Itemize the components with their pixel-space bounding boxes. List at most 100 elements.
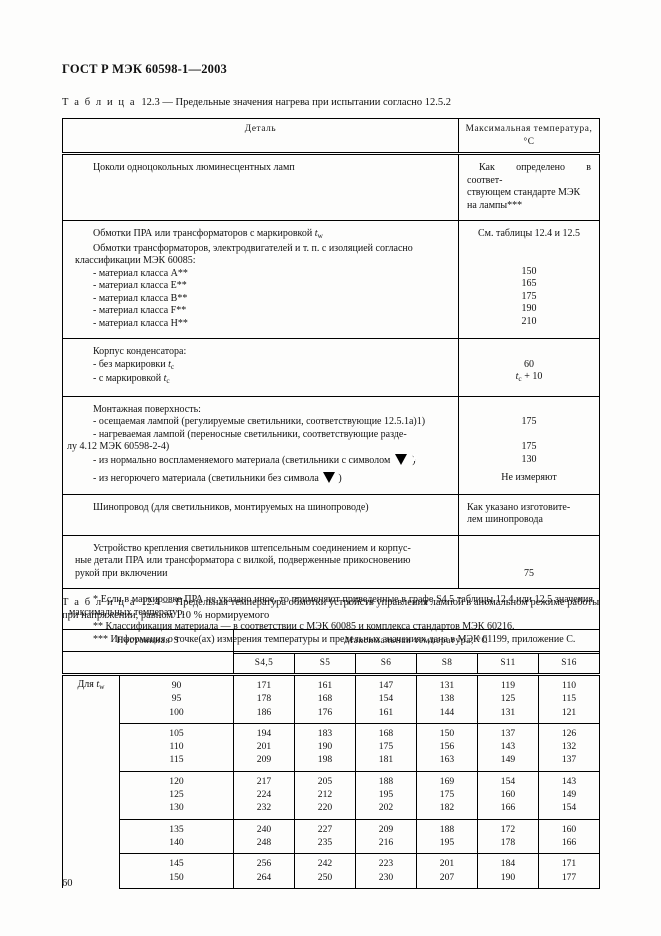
cell-data: 169 175 182 <box>416 770 478 820</box>
table-row: Монтажная поверхность: - осещаемая лампо… <box>62 395 600 495</box>
cell-value: См. таблицы 12.4 и 12.5 150 165 175 190 … <box>458 220 600 339</box>
value-line: 60 <box>524 358 534 370</box>
header-cell-s8: S8 <box>416 652 478 675</box>
header-cell-max-temp: Максимальная температура, °С <box>458 118 600 154</box>
table-row: Шинопровод (для светильников, монтируемы… <box>62 493 600 536</box>
caption-text: — Предельные значения нагрева при испыта… <box>162 97 451 108</box>
caption-text: — Предельная температура обмотки устройс… <box>62 597 600 621</box>
table-row: 105 110 115 194 201 209 183 190 198 168 … <box>63 722 601 772</box>
note-2: ** Классификация материала — в соответст… <box>93 620 515 632</box>
cell-data: 154 160 166 <box>477 770 539 820</box>
table-12-4: Постоянная S Максимальная температура, °… <box>62 629 601 889</box>
header-cell-detail: Деталь <box>62 118 459 154</box>
cell-detail: Устройство крепления светильников штепсе… <box>62 534 459 589</box>
cell-data: 126 132 137 <box>537 722 601 772</box>
detail-line: - нагреваемая лампой (переносные светиль… <box>93 428 407 440</box>
header-cell-s11: S11 <box>477 652 539 675</box>
detail-line: Шинопровод (для светильников, монтируемы… <box>93 501 369 513</box>
value-line: 210 <box>521 315 537 327</box>
value-line: 175 <box>521 441 537 452</box>
value-line: Не измеряют <box>501 472 557 483</box>
caption-number: 12.4 <box>141 597 160 608</box>
detail-line: Монтажная поверхность: <box>93 403 201 415</box>
cell-data: 188 195 202 <box>355 770 417 820</box>
header-cell-s6: S6 <box>355 652 417 675</box>
table-row: Корпус конденсатора: - без маркировки tc… <box>62 338 600 397</box>
detail-line: - материал класса В** <box>93 292 188 304</box>
detail-line: - материал класса А** <box>93 267 188 279</box>
cell-data: 172 178 <box>477 818 539 855</box>
cell-data: 201 207 <box>416 853 478 889</box>
detail-line: - с маркировкой tc <box>93 373 170 385</box>
cell-data: 256 264 <box>233 853 295 889</box>
table-row: Устройство крепления светильников штепсе… <box>62 534 600 589</box>
header-cell-constant-s: Постоянная S <box>62 629 234 675</box>
cell-data: 131 138 144 <box>416 673 478 724</box>
detail-line: Корпус конденсатора: <box>93 346 187 357</box>
detail-line: Цоколи одноцокольных люминесцентных ламп <box>93 162 295 173</box>
value-line: 190 <box>521 303 537 314</box>
value-line: Как указано изготовите- <box>467 501 571 513</box>
caption-number: 12.3 <box>141 97 160 108</box>
cell-data: 223 230 <box>355 853 417 889</box>
cell-data: 209 216 <box>355 818 417 855</box>
value-line: Как определено в соответ- <box>467 162 591 186</box>
detail-line: Обмотки трансформаторов, электродвигател… <box>93 242 413 254</box>
cell-value: 75 <box>458 534 600 589</box>
cell-data: 227 235 <box>294 818 356 855</box>
cell-data: 184 190 <box>477 853 539 889</box>
cell-data: 188 195 <box>416 818 478 855</box>
table-row: Цоколи одноцокольных люминесцентных ламп… <box>62 152 600 221</box>
table-row: 135 140 240 248 227 235 209 216 188 19 <box>63 818 601 855</box>
cell-data: 168 175 181 <box>355 722 417 772</box>
table-row: 145 150 256 264 242 250 223 230 201 20 <box>63 853 601 889</box>
value-line: 150 <box>521 265 537 277</box>
detail-line: ные детали ПРА или трансформатора с вилк… <box>75 555 411 566</box>
cell-value: Как указано изготовите- лем шинопровода <box>458 493 600 536</box>
cell-data: 183 190 198 <box>294 722 356 772</box>
cell-data: 171 177 <box>537 853 601 889</box>
value-line: 175 <box>521 290 537 302</box>
header-cell-s5: S5 <box>294 652 356 675</box>
cell-data: 205 212 220 <box>294 770 356 820</box>
note-1: * Если в маркировке ПРА не указано иное,… <box>69 594 593 619</box>
row-label-dlya-tw: Для tw <box>62 673 120 889</box>
table-row: 120 125 130 217 224 232 205 212 220 188 … <box>63 770 601 820</box>
value-line: 130 <box>521 453 537 465</box>
cell-s-values: 120 125 130 <box>119 770 234 820</box>
value-line: См. таблицы 12.4 и 12.5 <box>477 228 581 239</box>
cell-value: Как определено в соответ- ствующем станд… <box>458 152 600 221</box>
detail-line: классификации МЭК 60085: <box>75 255 196 266</box>
value-line: ствующем стандарте МЭК <box>467 187 581 198</box>
standard-header: ГОСТ Р МЭК 60598-1—2003 <box>62 62 227 76</box>
cell-data: 161 168 176 <box>294 673 356 724</box>
value-line: на лампы*** <box>467 199 523 211</box>
cell-s-values: 105 110 115 <box>119 722 234 772</box>
cell-s-values: 145 150 <box>119 853 234 889</box>
value-line: 165 <box>521 278 537 289</box>
detail-line: - из негорючего материала (светильники б… <box>93 471 347 485</box>
table-header-row: Деталь Максимальная температура, °С <box>62 118 600 154</box>
table-12-3-caption: Т а б л и ц а 12.3 — Предельные значения… <box>62 96 600 109</box>
caption-prefix: Т а б л и ц а <box>62 97 137 108</box>
value-line: 75 <box>524 567 534 579</box>
caption-prefix: Т а б л и ц а <box>62 597 137 608</box>
cell-data: 110 115 121 <box>537 673 601 724</box>
header-cell-s16: S16 <box>537 652 601 675</box>
cell-detail: Шинопровод (для светильников, монтируемы… <box>62 493 459 536</box>
header-cell-max-temp: Максимальная температура, °С <box>232 629 601 654</box>
f-triangle-icon: F <box>323 472 347 483</box>
cell-data: 143 149 154 <box>537 770 601 820</box>
value-line: лем шинопровода <box>467 514 543 525</box>
page-number: 60 <box>62 878 73 889</box>
cell-data: 160 166 <box>537 818 601 855</box>
cell-data: 217 224 232 <box>233 770 295 820</box>
cell-value: 60 tc + 10 <box>458 338 600 397</box>
detail-line: - из нормально воспламеняемого материала… <box>93 453 419 466</box>
value-line: 175 <box>521 416 537 427</box>
cell-data: 171 178 186 <box>233 673 295 724</box>
table-row: Обмотки ПРА или трансформаторов с маркир… <box>62 220 600 339</box>
detail-line: - осещаемая лампой (регулируемые светиль… <box>93 416 426 427</box>
cell-s-values: 90 95 100 <box>119 673 234 724</box>
